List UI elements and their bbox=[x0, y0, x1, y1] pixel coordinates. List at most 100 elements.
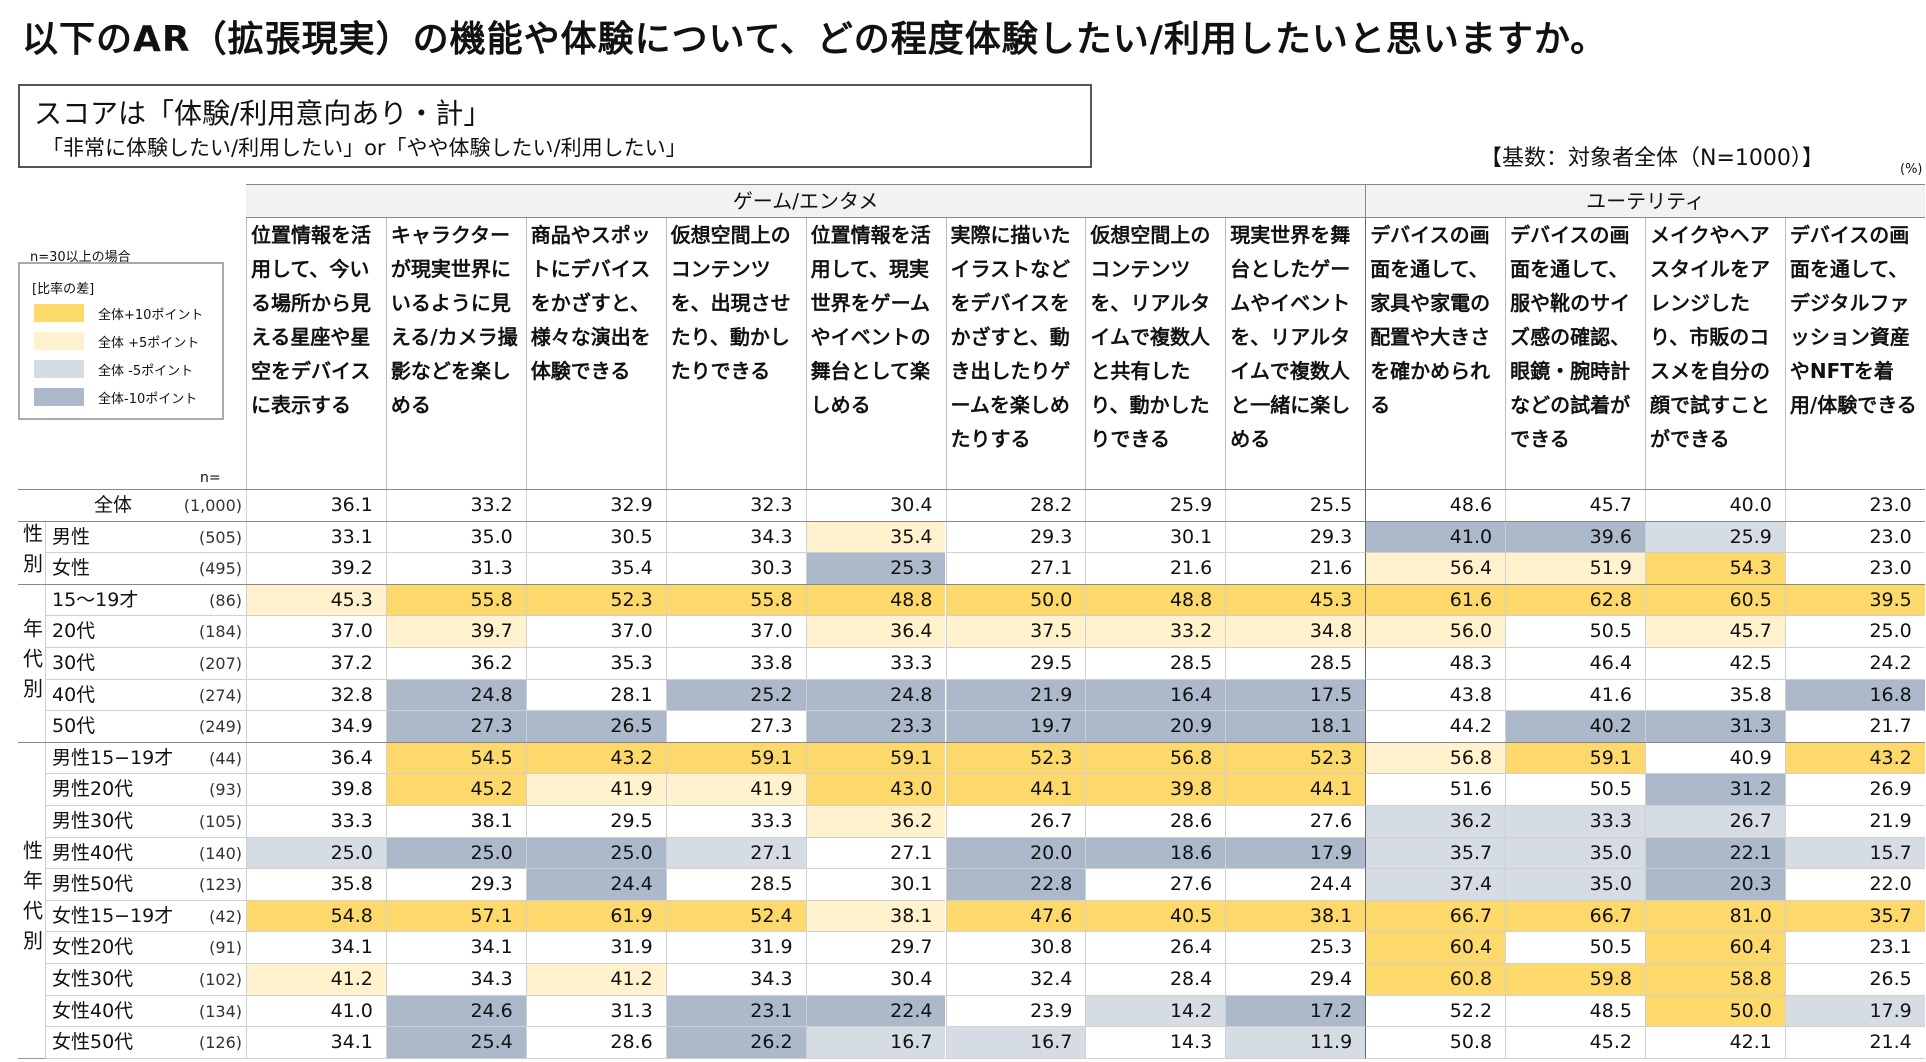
row-n: (184) bbox=[178, 616, 246, 648]
group-header: ゲーム/エンタメ bbox=[246, 184, 1366, 218]
table-cell: 44.2 bbox=[1365, 711, 1506, 743]
table-cell: 27.1 bbox=[805, 837, 946, 870]
table-cell: 66.7 bbox=[1365, 900, 1506, 933]
table-cell: 27.6 bbox=[1085, 869, 1226, 901]
table-cell: 17.9 bbox=[1225, 837, 1366, 870]
legend-condition: n=30以上の場合 bbox=[30, 250, 131, 265]
page-title: 以下のAR（拡張現実）の機能や体験について、どの程度体験したい/利用したいと思い… bbox=[22, 19, 1608, 60]
table-cell: 35.0 bbox=[1505, 837, 1645, 870]
column-header: 仮想空間上のコンテンツを、リアルタイムで複数人と共有したり、動かしたりできる bbox=[1085, 218, 1225, 490]
table-cell: 25.9 bbox=[1645, 521, 1785, 554]
row-label: 全体 bbox=[18, 490, 178, 522]
row-label: 40代 bbox=[46, 680, 178, 712]
table-cell: 24.2 bbox=[1784, 648, 1925, 680]
column-header: 位置情報を活用して、現実世界をゲームやイベントの舞台として楽しめる bbox=[805, 218, 946, 490]
table-cell: 59.8 bbox=[1505, 964, 1645, 996]
row-n: (91) bbox=[178, 932, 246, 964]
row-label: 男性15−19才 bbox=[46, 743, 178, 775]
score-note-line2: 「非常に体験したい/利用したい」or「やや体験したい/利用したい」 bbox=[42, 136, 687, 160]
table-cell: 52.3 bbox=[525, 584, 666, 617]
table-cell: 37.5 bbox=[945, 616, 1086, 648]
table-cell: 50.5 bbox=[1505, 774, 1645, 806]
table-cell: 34.1 bbox=[246, 932, 386, 964]
table-cell: 61.9 bbox=[525, 900, 666, 933]
score-note-line1: スコアは「体験/利用意向あり・計」 bbox=[34, 97, 492, 130]
table-cell: 40.9 bbox=[1645, 742, 1785, 775]
row-label: 男性30代 bbox=[46, 806, 178, 838]
table-cell: 33.2 bbox=[385, 490, 526, 522]
table-cell: 23.0 bbox=[1784, 490, 1925, 522]
table-cell: 66.7 bbox=[1505, 900, 1645, 933]
table-cell: 20.3 bbox=[1645, 869, 1785, 901]
row-n: (495) bbox=[178, 553, 246, 585]
table-cell: 62.8 bbox=[1505, 584, 1645, 617]
table-cell: 35.0 bbox=[385, 521, 526, 554]
table-cell: 43.2 bbox=[525, 742, 666, 775]
table-cell: 22.1 bbox=[1645, 837, 1785, 870]
n-column-label: n= bbox=[200, 470, 221, 486]
table-cell: 34.3 bbox=[665, 964, 806, 996]
row-n: (102) bbox=[178, 964, 246, 996]
column-header: 仮想空間上のコンテンツを、出現させたり、動かしたりできる bbox=[665, 218, 806, 490]
table-cell: 41.6 bbox=[1505, 679, 1645, 712]
table-cell: 36.2 bbox=[1365, 806, 1506, 838]
table-cell: 24.4 bbox=[1225, 869, 1366, 901]
table-cell: 21.6 bbox=[1225, 553, 1366, 585]
table-cell: 30.8 bbox=[945, 932, 1086, 964]
row-n: (93) bbox=[178, 774, 246, 806]
legend-swatch bbox=[34, 304, 84, 322]
table-cell: 44.1 bbox=[1225, 774, 1366, 806]
table-cell: 54.5 bbox=[385, 742, 526, 775]
table-top-rule bbox=[18, 489, 1925, 490]
table-cell: 50.0 bbox=[1645, 995, 1785, 1028]
table-cell: 60.4 bbox=[1365, 932, 1506, 964]
table-cell: 56.0 bbox=[1365, 616, 1506, 648]
row-label: 女性15−19才 bbox=[46, 901, 178, 933]
table-cell: 19.7 bbox=[945, 711, 1086, 743]
table-cell: 26.9 bbox=[1784, 774, 1925, 806]
segment-divider bbox=[18, 583, 1925, 585]
segment-label: 性年代別 bbox=[18, 742, 46, 1059]
table-cell: 59.1 bbox=[805, 742, 946, 775]
table-cell: 41.0 bbox=[1365, 521, 1506, 554]
table-cell: 26.5 bbox=[525, 711, 666, 743]
table-cell: 25.0 bbox=[246, 837, 386, 870]
row-label: 女性30代 bbox=[46, 964, 178, 996]
table-cell: 22.4 bbox=[805, 995, 946, 1028]
table-cell: 39.7 bbox=[385, 616, 526, 648]
row-n: (42) bbox=[178, 901, 246, 933]
table-cell: 45.7 bbox=[1645, 616, 1785, 648]
table-cell: 55.8 bbox=[385, 584, 526, 617]
row-n: (134) bbox=[178, 996, 246, 1028]
column-header: 実際に描いたイラストなどをデバイスをかざすと、動き出したりゲームを楽しめたりする bbox=[945, 218, 1086, 490]
table-cell: 17.2 bbox=[1225, 995, 1366, 1028]
unit-note: (%) bbox=[1900, 162, 1923, 177]
table-cell: 33.3 bbox=[665, 806, 806, 838]
table-cell: 29.3 bbox=[385, 869, 526, 901]
column-header: 商品やスポットにデバイスをかざすと、様々な演出を体験できる bbox=[525, 218, 666, 490]
table-cell: 36.4 bbox=[246, 742, 386, 775]
table-cell: 50.5 bbox=[1505, 932, 1645, 964]
row-label: 30代 bbox=[46, 648, 178, 680]
table-cell: 32.8 bbox=[246, 679, 386, 712]
table-cell: 14.2 bbox=[1085, 995, 1226, 1028]
table-cell: 38.1 bbox=[385, 806, 526, 838]
table-cell: 45.3 bbox=[1225, 584, 1366, 617]
table-cell: 35.8 bbox=[1645, 679, 1785, 712]
group-header: ユーテリティ bbox=[1365, 184, 1925, 218]
table-cell: 24.6 bbox=[385, 995, 526, 1028]
table-cell: 32.3 bbox=[665, 490, 806, 522]
table-cell: 31.3 bbox=[385, 553, 526, 585]
row-n: (505) bbox=[178, 522, 246, 554]
table-cell: 26.4 bbox=[1085, 932, 1226, 964]
table-cell: 41.9 bbox=[665, 774, 806, 806]
table-cell: 32.4 bbox=[945, 964, 1086, 996]
row-n: (123) bbox=[178, 869, 246, 901]
table-cell: 35.8 bbox=[246, 869, 386, 901]
table-cell: 22.0 bbox=[1784, 869, 1925, 901]
table-cell: 21.6 bbox=[1085, 553, 1226, 585]
table-cell: 48.8 bbox=[1085, 584, 1226, 617]
row-label: 50代 bbox=[46, 711, 178, 743]
table-cell: 27.3 bbox=[665, 711, 806, 743]
row-label: 男性40代 bbox=[46, 838, 178, 870]
